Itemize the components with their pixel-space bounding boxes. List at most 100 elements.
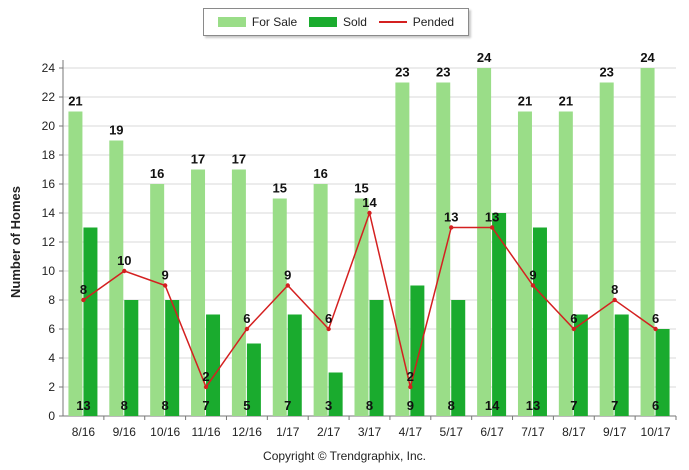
data-label-for-sale: 24 (477, 50, 492, 65)
data-label-pended: 6 (570, 311, 577, 326)
data-label-pended: 9 (162, 268, 169, 283)
point-pended (489, 225, 495, 230)
bar-sold (655, 329, 670, 416)
x-tick-label: 8/16 (72, 425, 96, 439)
data-label-sold: 13 (526, 398, 540, 413)
bar-sold (369, 300, 384, 416)
legend-label-sold: Sold (342, 15, 367, 29)
bar-sold (287, 314, 302, 416)
data-label-for-sale: 15 (354, 181, 368, 196)
data-label-for-sale: 21 (68, 94, 82, 109)
point-pended (530, 283, 536, 288)
y-tick-label: 20 (42, 119, 56, 133)
data-label-sold: 5 (243, 398, 250, 413)
bar-for-sale (354, 198, 369, 416)
x-tick-label: 2/17 (317, 425, 341, 439)
legend-item-pended: Pended (378, 15, 455, 29)
x-tick-label: 12/16 (232, 425, 262, 439)
bar-for-sale (640, 68, 655, 416)
y-tick-label: 6 (48, 322, 55, 336)
y-tick-label: 10 (42, 264, 56, 278)
point-pended (653, 326, 658, 332)
legend-label-pended: Pended (412, 15, 455, 29)
bar-sold (410, 285, 425, 416)
data-label-pended: 2 (407, 369, 414, 384)
legend: For Sale Sold Pended (203, 8, 469, 36)
bar-for-sale (558, 111, 573, 416)
y-tick-label: 22 (42, 90, 56, 104)
data-label-for-sale: 21 (518, 94, 532, 109)
data-label-sold: 8 (121, 398, 128, 413)
y-axis-title: Number of Homes (8, 186, 23, 298)
legend-swatch-for-sale (217, 17, 246, 27)
point-pended (162, 283, 168, 288)
x-tick-label: 8/17 (562, 425, 586, 439)
x-tick-label: 9/17 (603, 425, 627, 439)
data-label-for-sale: 24 (640, 50, 655, 65)
data-label-pended: 6 (243, 311, 250, 326)
data-label-sold: 13 (76, 398, 90, 413)
bar-for-sale (109, 140, 124, 416)
bar-sold (614, 314, 629, 416)
point-pended (326, 326, 331, 332)
data-label-for-sale: 23 (436, 65, 450, 80)
y-tick-label: 24 (42, 61, 56, 75)
point-pended (244, 326, 250, 332)
legend-label-for-sale: For Sale (251, 15, 298, 29)
y-tick-label: 8 (48, 293, 55, 307)
bar-for-sale (395, 82, 410, 416)
bar-for-sale (477, 68, 492, 416)
bar-sold (492, 213, 507, 416)
data-label-sold: 6 (652, 398, 659, 413)
bar-sold (328, 372, 343, 416)
point-pended (612, 297, 617, 303)
data-label-pended: 9 (529, 268, 536, 283)
point-pended (81, 297, 86, 303)
point-pended (571, 326, 577, 332)
x-tick-label: 5/17 (440, 425, 464, 439)
x-tick-label: 6/17 (480, 425, 504, 439)
x-tick-label: 9/16 (113, 425, 137, 439)
y-tick-label: 0 (48, 409, 55, 423)
x-tick-label: 10/17 (641, 425, 671, 439)
data-label-sold: 7 (284, 398, 291, 413)
bar-sold (206, 314, 221, 416)
data-label-for-sale: 16 (150, 166, 164, 181)
bar-for-sale (150, 184, 165, 416)
data-label-sold: 9 (407, 398, 414, 413)
bar-for-sale (436, 82, 451, 416)
y-tick-label: 4 (48, 351, 55, 365)
data-label-pended: 13 (485, 210, 499, 225)
point-pended (367, 210, 372, 216)
data-label-sold: 3 (325, 398, 332, 413)
y-tick-label: 14 (42, 206, 56, 220)
data-label-sold: 8 (448, 398, 455, 413)
data-label-sold: 7 (611, 398, 618, 413)
bar-sold (451, 300, 466, 416)
data-label-pended: 8 (80, 282, 87, 297)
data-label-pended: 9 (284, 268, 291, 283)
bar-for-sale (191, 169, 206, 416)
data-label-for-sale: 17 (191, 152, 205, 167)
x-tick-label: 3/17 (358, 425, 382, 439)
data-label-for-sale: 16 (313, 166, 327, 181)
bar-sold (246, 343, 261, 416)
point-pended (203, 384, 209, 390)
x-tick-label: 10/16 (150, 425, 180, 439)
point-pended (408, 384, 413, 390)
copyright-text: Copyright © Trendgraphix, Inc. (263, 449, 426, 463)
x-tick-label: 1/17 (276, 425, 300, 439)
data-label-sold: 8 (162, 398, 169, 413)
bar-for-sale (68, 111, 83, 416)
data-label-for-sale: 17 (232, 152, 246, 167)
point-pended (449, 225, 454, 230)
data-label-pended: 13 (444, 210, 458, 225)
y-tick-label: 18 (42, 148, 56, 162)
data-label-pended: 2 (202, 369, 209, 384)
data-label-pended: 14 (362, 195, 377, 210)
bar-for-sale (272, 198, 287, 416)
data-label-sold: 7 (202, 398, 209, 413)
data-label-pended: 10 (117, 253, 131, 268)
bar-for-sale (231, 169, 246, 416)
point-pended (285, 283, 290, 288)
